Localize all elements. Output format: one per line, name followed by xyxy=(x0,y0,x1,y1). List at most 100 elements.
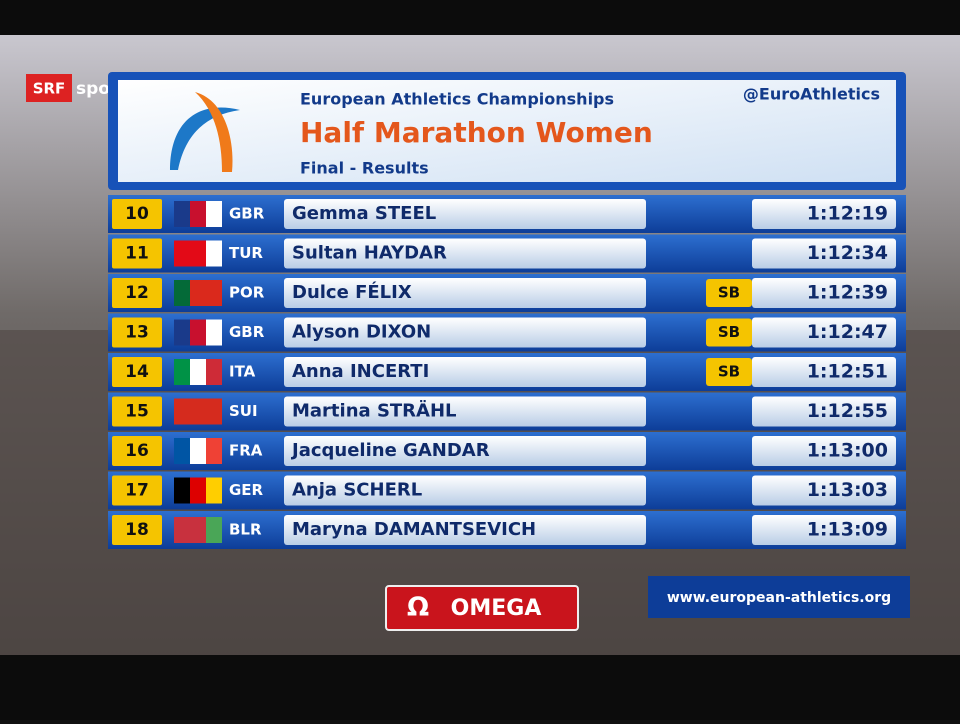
rank: 11 xyxy=(125,244,149,264)
time: 1:12:47 xyxy=(807,321,888,343)
ea-logo xyxy=(195,92,233,172)
flag xyxy=(190,280,206,306)
flag xyxy=(174,398,190,425)
sponsor: OMEGA xyxy=(451,596,542,621)
time-bar xyxy=(752,278,896,308)
event-name: European Athletics Championships xyxy=(300,90,614,109)
time-bar xyxy=(752,436,896,466)
note-box xyxy=(706,318,752,347)
flag xyxy=(190,319,206,346)
athlete-name: Dulce FÉLIX xyxy=(292,281,412,303)
sponsor-box xyxy=(385,585,579,631)
time-bar xyxy=(752,199,896,229)
note: SB xyxy=(718,363,740,381)
athlete-name: Sultan HAYDAR xyxy=(292,243,447,264)
country-code: GBR xyxy=(229,323,265,341)
athlete-name: Jacqueline GANDAR xyxy=(290,440,490,461)
time-bar xyxy=(752,396,896,427)
name-bar xyxy=(284,278,646,308)
rank: 13 xyxy=(125,323,149,343)
athlete-name: Anna INCERTI xyxy=(292,361,429,382)
athlete-name: Alyson DIXON xyxy=(292,322,431,343)
name-bar xyxy=(284,396,646,427)
sponsor-symbol: Ω xyxy=(407,593,429,623)
time-bar xyxy=(752,238,896,269)
rank: 12 xyxy=(125,283,149,303)
flag xyxy=(206,477,222,504)
event-title: Half Marathon Women xyxy=(300,116,653,149)
time: 1:12:19 xyxy=(807,203,888,225)
flag xyxy=(206,438,222,464)
name-bar xyxy=(284,515,646,545)
time: 1:13:09 xyxy=(807,519,888,541)
time: 1:13:03 xyxy=(807,479,888,501)
rank: 18 xyxy=(125,520,149,540)
rank: 16 xyxy=(125,441,149,461)
athlete-name: Anja SCHERL xyxy=(292,480,422,501)
flag xyxy=(190,438,206,464)
time: 1:12:34 xyxy=(807,242,888,264)
time-bar xyxy=(752,475,896,506)
handle: @EuroAthletics xyxy=(743,85,880,104)
time-bar xyxy=(752,515,896,545)
url-box xyxy=(648,576,910,618)
results-table: 10 GBR Gemma STEEL 1:12:19 11 TUR Sultan HAYDA… xyxy=(108,195,906,549)
rank-box xyxy=(112,515,162,545)
flag xyxy=(206,319,222,346)
country-code: GER xyxy=(229,481,264,499)
note: SB xyxy=(718,323,740,341)
flag xyxy=(206,201,222,227)
event-subtitle: Final - Results xyxy=(300,159,429,178)
flag xyxy=(174,477,190,504)
time: 1:13:00 xyxy=(807,440,888,462)
name-bar xyxy=(284,238,646,269)
website: www.european-athletics.org xyxy=(667,590,891,606)
flag xyxy=(190,240,206,267)
time-bar xyxy=(752,357,896,387)
athlete-name: Martina STRÄHL xyxy=(292,400,457,422)
rank-box xyxy=(112,238,162,269)
country-code: POR xyxy=(229,284,265,302)
ea-logo xyxy=(170,107,240,170)
header-panel xyxy=(118,80,896,182)
flag xyxy=(174,280,190,306)
flag xyxy=(190,201,206,227)
note-box xyxy=(706,279,752,307)
flag xyxy=(190,477,206,504)
rank-box xyxy=(112,475,162,506)
time: 1:12:39 xyxy=(807,282,888,304)
flag xyxy=(174,359,190,385)
rank-box xyxy=(112,278,162,308)
flag xyxy=(206,398,222,425)
broadcaster: SRF xyxy=(33,80,66,98)
name-bar xyxy=(284,317,646,348)
name-bar xyxy=(284,475,646,506)
flag xyxy=(190,359,206,385)
flag xyxy=(174,201,190,227)
flag xyxy=(174,319,190,346)
rank-box xyxy=(112,436,162,466)
flag xyxy=(206,359,222,385)
country-code: TUR xyxy=(229,244,263,262)
name-bar xyxy=(284,199,646,229)
flag xyxy=(190,398,206,425)
note: SB xyxy=(718,284,740,302)
rank: 17 xyxy=(125,481,149,501)
country-code: FRA xyxy=(229,442,263,460)
rank: 14 xyxy=(125,362,149,382)
srf-logo xyxy=(26,74,72,102)
rank-box xyxy=(112,317,162,348)
name-bar xyxy=(284,436,646,466)
note-box xyxy=(706,358,752,386)
time-bar xyxy=(752,317,896,348)
rank: 15 xyxy=(125,402,149,422)
time: 1:12:51 xyxy=(807,361,888,383)
country-code: GBR xyxy=(229,205,265,223)
flag xyxy=(206,280,222,306)
rank-box xyxy=(112,199,162,229)
country-code: SUI xyxy=(229,402,258,420)
flag xyxy=(190,517,206,543)
flag xyxy=(206,517,222,543)
